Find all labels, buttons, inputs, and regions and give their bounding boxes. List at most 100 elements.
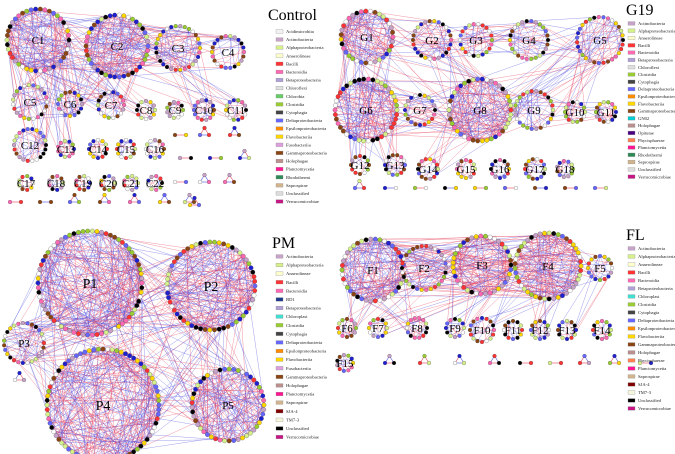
intra-module-edge <box>225 100 234 111</box>
otu-node <box>555 295 561 300</box>
otu-node <box>461 325 467 331</box>
otu-node <box>508 33 513 38</box>
otu-node <box>166 272 171 277</box>
otu-node <box>533 55 538 60</box>
otu-node <box>396 250 401 255</box>
otu-node <box>102 114 107 119</box>
otu-node <box>142 57 148 62</box>
otu-node <box>386 86 392 92</box>
otu-node <box>348 134 353 140</box>
otu-node <box>42 91 47 96</box>
otu-node <box>368 236 374 242</box>
otu-node <box>542 123 547 128</box>
otu-node <box>516 279 522 284</box>
otu-node <box>379 134 384 140</box>
otu-node <box>616 24 621 29</box>
otu-node <box>109 347 115 353</box>
inter-module-edge <box>446 52 458 90</box>
otu-node <box>207 327 213 333</box>
otu-node <box>201 429 207 434</box>
otu-node <box>185 320 190 326</box>
otu-node <box>172 307 177 313</box>
intra-module-edge <box>12 48 68 58</box>
module-f7: F7 <box>366 316 390 340</box>
otu-node <box>478 291 484 297</box>
inter-module-edge <box>456 62 600 90</box>
inter-module-edge <box>429 135 497 180</box>
otu-node <box>65 28 70 34</box>
otu-node <box>56 437 62 442</box>
otu-node <box>239 58 244 63</box>
module-c14: C14 <box>86 137 110 161</box>
intra-module-edge <box>65 112 79 116</box>
otu-node <box>45 250 51 255</box>
otu-node <box>95 67 100 73</box>
inter-module-edge <box>45 69 49 148</box>
intra-module-edge <box>201 102 211 120</box>
otu-node <box>164 281 170 286</box>
otu-node <box>86 57 92 62</box>
otu-node <box>66 42 71 47</box>
otu-node <box>334 98 339 104</box>
otu-node <box>112 326 117 332</box>
otu-node <box>560 293 565 298</box>
otu-node <box>94 332 100 337</box>
otu-node <box>525 237 531 243</box>
otu-node <box>471 319 476 324</box>
intra-module-edge <box>87 18 133 56</box>
intra-module-edge <box>58 151 73 154</box>
otu-node <box>129 311 135 316</box>
otu-node <box>139 280 145 286</box>
inter-module-edge <box>53 321 56 379</box>
otu-node <box>450 265 456 270</box>
otu-node <box>115 91 120 96</box>
intra-module-edge <box>184 38 199 70</box>
otu-node <box>436 20 441 25</box>
otu-node <box>25 158 30 163</box>
otu-node <box>340 86 346 92</box>
intra-module-edge <box>201 105 214 120</box>
otu-node <box>619 47 624 52</box>
intra-module-edge <box>14 140 28 161</box>
otu-node <box>85 332 90 338</box>
otu-node <box>154 416 160 422</box>
otu-node <box>455 278 460 283</box>
otu-node <box>533 294 538 299</box>
intra-module-edge <box>214 35 231 44</box>
intra-module-edge <box>145 109 156 120</box>
otu-node <box>171 100 176 105</box>
otu-node <box>56 144 61 149</box>
intra-module-edge <box>212 43 242 57</box>
otu-node <box>413 93 418 98</box>
otu-node <box>173 67 178 72</box>
otu-node <box>396 285 401 290</box>
otu-node <box>436 55 441 60</box>
otu-node <box>422 93 427 98</box>
otu-node <box>132 307 137 312</box>
otu-node <box>261 398 267 403</box>
intra-module-edge <box>226 105 230 118</box>
inter-module-edge <box>98 334 195 394</box>
otu-node <box>43 254 48 259</box>
otu-node <box>341 45 346 51</box>
otu-node <box>105 346 110 352</box>
otu-node <box>185 246 190 252</box>
intra-module-edge <box>214 37 235 44</box>
otu-node <box>515 320 520 325</box>
otu-node <box>578 268 584 273</box>
otu-node <box>405 99 410 104</box>
inter-module-edge <box>43 346 106 454</box>
module-label: G8 <box>473 105 487 117</box>
otu-node <box>484 316 489 321</box>
otu-node <box>432 112 437 117</box>
otu-node <box>542 230 547 236</box>
module-c19: C19 <box>74 174 93 192</box>
intra-module-edge <box>194 109 215 115</box>
otu-node <box>154 50 159 55</box>
intra-module-edge <box>197 102 211 118</box>
intra-module-edge <box>13 144 28 161</box>
otu-node <box>517 120 522 125</box>
otu-node <box>475 138 481 144</box>
otu-node <box>215 37 220 42</box>
otu-node <box>239 41 244 46</box>
